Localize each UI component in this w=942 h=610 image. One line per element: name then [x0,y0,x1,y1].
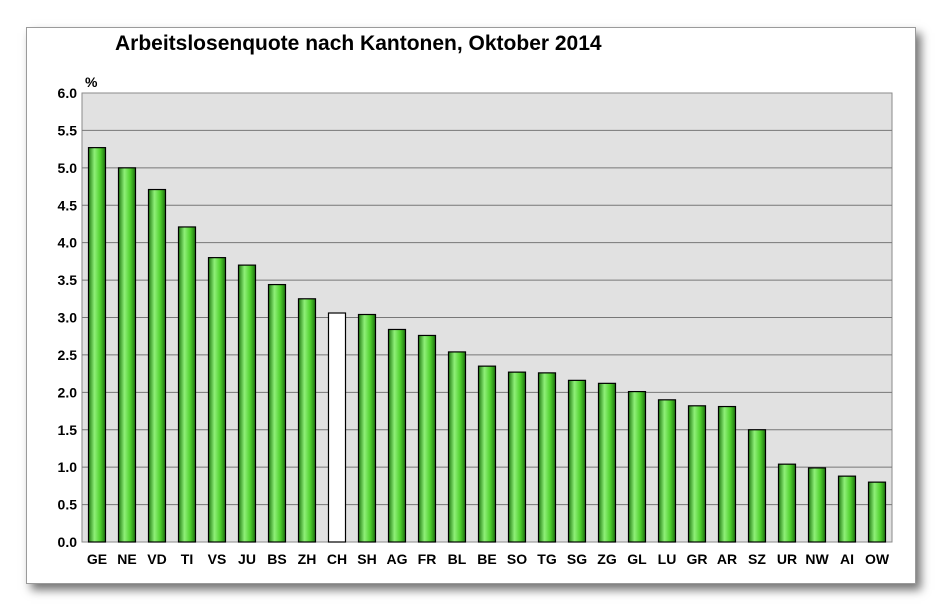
x-tick-label: SH [357,551,376,567]
x-axis-ticks: GE NE VD TI VS JU BS ZH CH SH AG FR BL BE SO TG SG ZG GL LU… [87,551,890,567]
chart-frame: Arbeitslosenquote nach Kantonen, Oktober… [26,27,916,584]
bar-vd [147,188,167,543]
x-tick-label: GR [687,551,708,567]
bar-lu [657,399,677,543]
bar-fr [417,334,437,543]
x-tick-label: JU [238,551,256,567]
bar-ai [837,475,857,543]
bar-ti [177,226,197,543]
bar-ge [87,147,107,543]
x-tick-label: BS [267,551,286,567]
x-tick-label: TI [181,551,193,567]
bar-ch [327,312,347,543]
x-tick-label: TG [537,551,557,567]
x-tick-label: GE [87,551,107,567]
x-tick-label: GL [627,551,647,567]
x-tick-label: BE [477,551,496,567]
bar-ag [387,328,407,543]
x-tick-label: UR [777,551,797,567]
bar-be [477,365,497,543]
bar-ju [237,264,257,543]
x-tick-label: FR [418,551,437,567]
bar-tg [537,372,557,543]
y-tick-label: 0.5 [58,497,78,513]
bar-vs [207,257,227,543]
x-tick-label: OW [865,551,890,567]
bar-ow [867,481,887,543]
x-tick-label: LU [658,551,677,567]
y-axis-ticks: 0.0 0.5 1.0 1.5 2.0 2.5 3.0 3.5 4.0 4.5 5.0 5.5 6.0 [58,85,78,550]
y-tick-label: 1.0 [58,459,78,475]
y-tick-label: 5.0 [58,160,78,176]
bar-gr [687,405,707,543]
y-tick-label: 4.0 [58,235,78,251]
x-tick-label: AI [840,551,854,567]
bar-zg [597,382,617,543]
y-tick-label: 5.5 [58,122,78,138]
bar-sz [747,429,767,543]
bar-chart: 0.00.51.01.52.02.53.03.54.04.55.05.56.0 … [58,74,893,567]
bar-gl [627,390,647,543]
x-tick-label: NW [805,551,829,567]
x-tick-label: ZG [597,551,617,567]
x-tick-label: SO [507,551,527,567]
y-tick-label: 2.0 [58,384,78,400]
x-tick-label: ZH [298,551,317,567]
x-tick-label: AG [387,551,408,567]
y-tick-label: 0.0 [58,534,78,550]
x-tick-label: NE [117,551,136,567]
y-axis-label: % [85,74,98,90]
bar-nw [807,467,827,543]
y-tick-label: 3.5 [58,272,78,288]
y-tick-label: 4.5 [58,197,78,213]
y-tick-label: 1.5 [58,422,78,438]
x-tick-label: CH [327,551,347,567]
bar-zh [297,298,317,543]
y-tick-label: 2.5 [58,347,78,363]
bar-so [507,371,527,543]
bar-ur [777,463,797,543]
bar-bs [267,283,287,543]
x-tick-label: SG [567,551,587,567]
x-tick-label: BL [448,551,467,567]
x-tick-label: VD [147,551,166,567]
y-tick-label: 6.0 [58,85,78,101]
bar-sg [567,379,587,543]
chart-title: Arbeitslosenquote nach Kantonen, Oktober… [115,32,602,55]
x-tick-label: SZ [748,551,766,567]
x-tick-label: AR [717,551,737,567]
bar-ne [117,167,137,543]
bar-sh [357,313,377,543]
bar-bl [447,351,467,543]
bar-ar [717,405,737,543]
x-tick-label: VS [208,551,227,567]
y-tick-label: 3.0 [58,310,78,326]
bars [87,147,887,543]
